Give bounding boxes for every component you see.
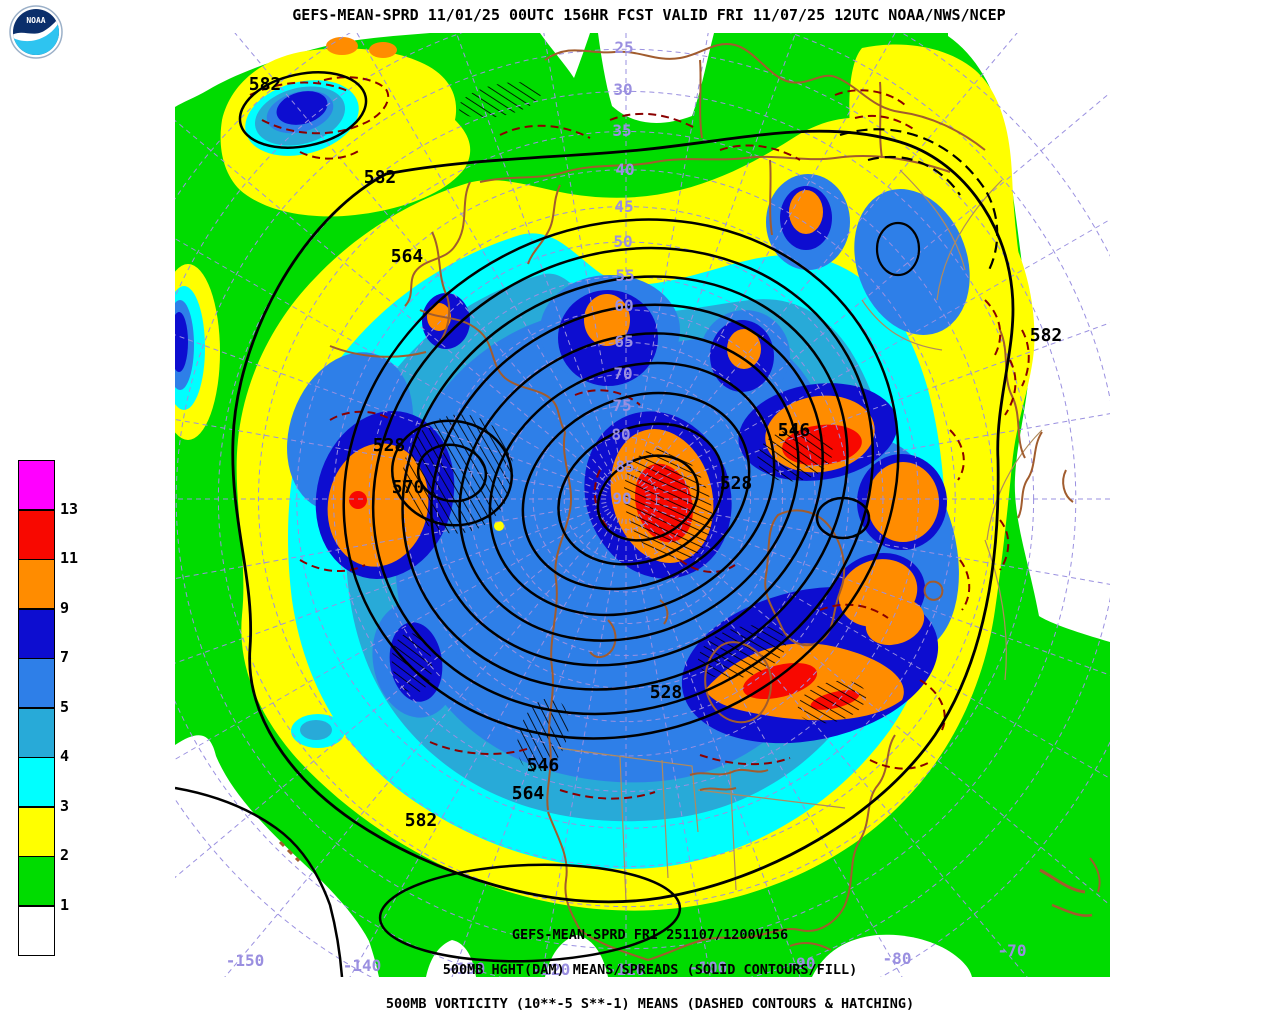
legend-tick-label: 3: [60, 796, 70, 815]
latitude-label: 80: [611, 425, 630, 444]
height-contour-label: 564: [391, 246, 424, 267]
legend-tick-label: 9: [60, 598, 70, 617]
height-contour-label: 546: [527, 755, 560, 776]
footer-line3: 500MB VORTICITY (10**-5 S**-1) MEANS (DA…: [385, 996, 915, 1012]
legend-tick-label: 1: [60, 895, 70, 914]
chart-title: GEFS-MEAN-SPRD 11/01/25 00UTC 156HR FCST…: [292, 6, 1006, 24]
height-contour-label: 582: [249, 74, 282, 95]
legend-band: [18, 806, 55, 857]
height-contour-label: 570: [392, 477, 425, 498]
latitude-label: 70: [613, 364, 632, 383]
footer-line2: 500MB HGHT(DAM) MEANS/SPREADS (SOLID CON…: [442, 961, 858, 978]
latitude-label: 40: [615, 160, 634, 179]
legend-band: [18, 757, 55, 807]
legend-tick-label: 5: [60, 697, 70, 716]
longitude-label: -150: [226, 951, 265, 970]
legend-band: [18, 707, 55, 758]
longitude-label: -130: [447, 959, 486, 978]
vorticity-contour-layer: [249, 76, 1030, 800]
footer-captions: GEFS-MEAN-SPRD FRI 251107/1200V156 500MB…: [0, 907, 1280, 1022]
legend-tick-label: 4: [60, 747, 70, 766]
spread-legend: 13 11 9 7 5 4 3 2 1: [18, 460, 108, 960]
height-contour-label: 528: [720, 473, 753, 494]
logo-text: NOAA: [26, 16, 45, 25]
legend-tick-label: 11: [60, 549, 79, 568]
height-contour-label: 564: [512, 783, 545, 804]
height-contour-label: 582: [405, 810, 438, 831]
legend-tick-label: 13: [60, 499, 79, 518]
legend-band: [18, 856, 55, 906]
height-contour-label: 582: [1030, 325, 1063, 346]
legend-band: [18, 905, 55, 956]
legend-tick-label: 7: [60, 648, 70, 667]
latitude-label: 50: [613, 232, 632, 251]
latitude-label: 45: [614, 197, 633, 216]
latitude-label: 60: [614, 296, 633, 315]
height-contour-label: 546: [778, 420, 811, 441]
map-label-layer: 582 582 582 582 564 564 546 546 528 528 528 570 25 30…: [226, 38, 1063, 979]
latitude-label: 85: [615, 457, 634, 476]
legend-band: [18, 460, 55, 510]
legend-band: [18, 658, 55, 708]
latitude-label: 25: [614, 38, 633, 57]
footer-line1: GEFS-MEAN-SPRD FRI 251107/1200V156: [511, 927, 789, 943]
latitude-label: 35: [612, 121, 631, 140]
longitude-label: -110: [607, 960, 646, 979]
longitude-label: -140: [343, 956, 382, 975]
latitude-label: 65: [614, 332, 633, 351]
spread-fill-white: [175, 33, 1110, 977]
latitude-label: 55: [615, 266, 634, 285]
longitude-label: -100: [689, 958, 728, 977]
longitude-label: -90: [787, 954, 816, 973]
height-contour-label: 582: [364, 167, 397, 188]
legend-band: [18, 559, 55, 609]
legend-band: [18, 509, 55, 560]
longitude-label: -120: [532, 960, 571, 979]
height-contour-layer: [175, 71, 1015, 977]
legend-band: [18, 608, 55, 659]
longitude-label: -80: [883, 949, 912, 968]
height-contour-label: 528: [373, 435, 406, 456]
longitude-label: -70: [998, 941, 1027, 960]
noaa-logo: NOAA: [9, 5, 63, 59]
latitude-label: 75: [612, 396, 631, 415]
height-contour-label: 528: [650, 682, 683, 703]
legend-tick-label: 2: [60, 846, 70, 865]
logo-bird-icon: [13, 14, 59, 42]
latitude-label: 30: [613, 80, 632, 99]
latitude-label: 90: [612, 489, 631, 508]
